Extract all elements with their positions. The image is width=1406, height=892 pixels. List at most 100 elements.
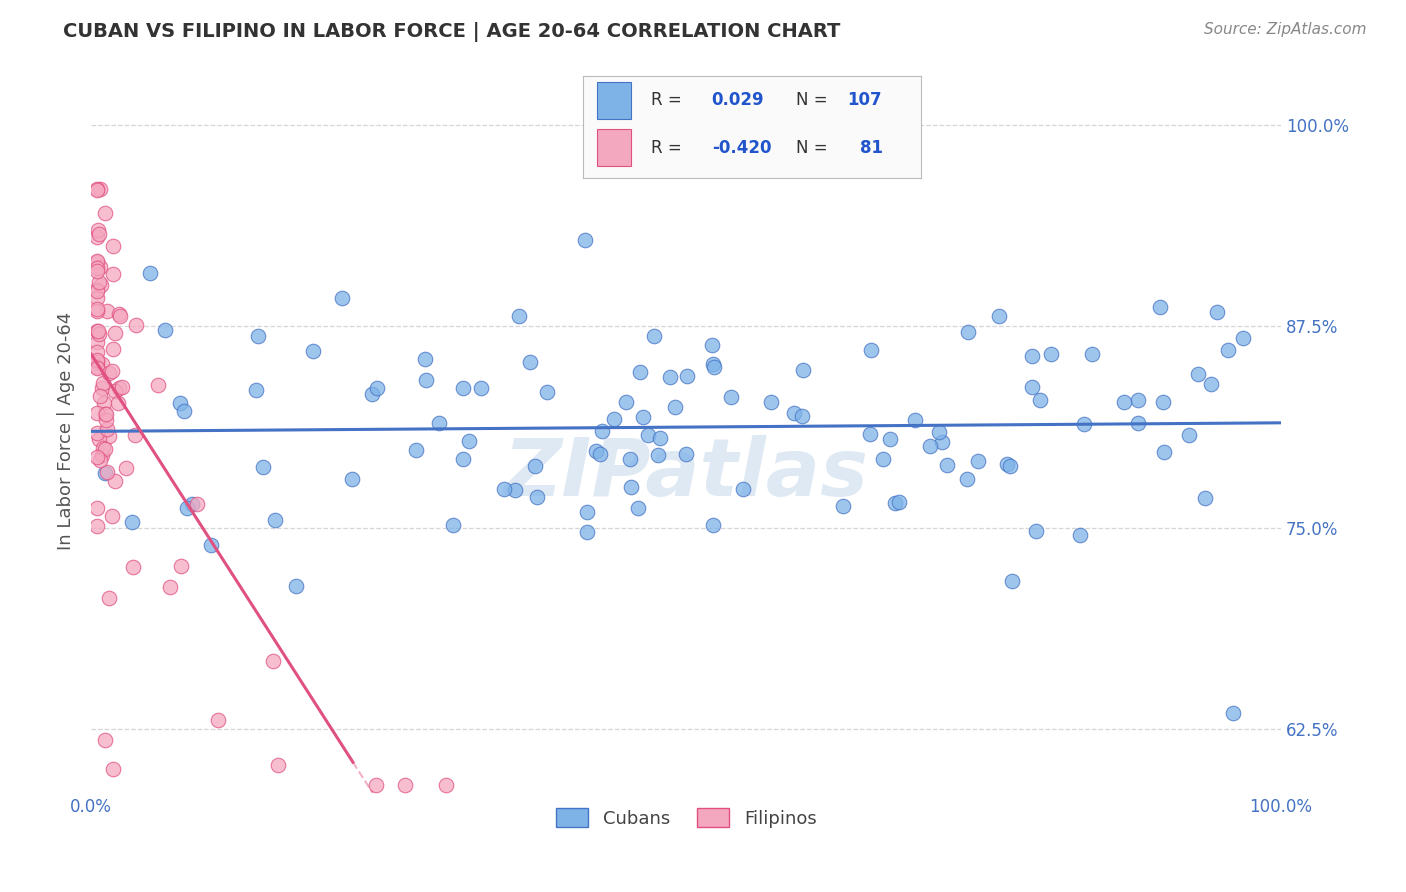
Point <box>86 500 108 515</box>
Point <box>86 406 108 420</box>
Point <box>957 326 980 340</box>
Point <box>94 407 117 421</box>
Point <box>173 403 195 417</box>
Point <box>247 329 270 343</box>
Point <box>104 475 127 489</box>
Text: 107: 107 <box>846 92 882 110</box>
Point <box>631 409 654 424</box>
Point <box>146 377 169 392</box>
Point <box>302 343 325 358</box>
Point <box>176 501 198 516</box>
Point <box>415 373 437 387</box>
Point <box>591 424 613 438</box>
Point <box>627 501 650 516</box>
Point <box>1039 347 1062 361</box>
Point <box>1194 491 1216 506</box>
Point <box>1126 393 1149 408</box>
Point <box>1029 393 1052 408</box>
Point <box>89 452 111 467</box>
Point <box>94 413 117 427</box>
Point <box>86 284 108 298</box>
Point <box>523 459 546 474</box>
Point <box>405 442 427 457</box>
Point <box>956 472 979 486</box>
Point <box>441 517 464 532</box>
Point <box>86 255 108 269</box>
Point <box>1025 524 1047 539</box>
Point <box>889 495 911 509</box>
Point <box>86 345 108 359</box>
Point <box>585 443 607 458</box>
Point <box>647 448 669 462</box>
Point <box>988 309 1011 323</box>
Point <box>619 452 641 467</box>
Point <box>96 422 118 436</box>
Y-axis label: In Labor Force | Age 20-64: In Labor Force | Age 20-64 <box>58 312 75 550</box>
Text: 0.029: 0.029 <box>711 92 765 110</box>
Point <box>720 390 742 404</box>
Point <box>139 266 162 280</box>
Point <box>536 384 558 399</box>
Point <box>792 363 814 377</box>
Point <box>427 417 450 431</box>
Point <box>664 400 686 414</box>
Point <box>86 450 108 465</box>
Text: CUBAN VS FILIPINO IN LABOR FORCE | AGE 20-64 CORRELATION CHART: CUBAN VS FILIPINO IN LABOR FORCE | AGE 2… <box>63 22 841 42</box>
Point <box>101 762 124 776</box>
Point <box>759 394 782 409</box>
Point <box>1001 574 1024 588</box>
Point <box>87 275 110 289</box>
Point <box>920 438 942 452</box>
Point <box>86 254 108 268</box>
Text: R =: R = <box>651 138 682 157</box>
Point <box>263 513 285 527</box>
Point <box>1021 349 1043 363</box>
Legend: Cubans, Filipinos: Cubans, Filipinos <box>548 801 824 835</box>
Point <box>169 558 191 573</box>
Point <box>93 376 115 390</box>
Point <box>860 343 883 357</box>
Point <box>614 395 637 409</box>
Point <box>100 508 122 523</box>
Point <box>87 432 110 446</box>
Point <box>658 370 681 384</box>
Point <box>928 425 950 440</box>
Point <box>93 407 115 421</box>
Point <box>87 327 110 342</box>
Point <box>93 442 115 457</box>
Point <box>91 358 114 372</box>
Point <box>111 380 134 394</box>
Point <box>86 324 108 338</box>
Point <box>94 733 117 747</box>
Point <box>101 238 124 252</box>
Point <box>526 490 548 504</box>
Point <box>89 227 111 241</box>
Point <box>643 329 665 343</box>
Point <box>458 434 481 449</box>
Point <box>702 357 724 371</box>
Point <box>86 183 108 197</box>
Point <box>104 326 127 340</box>
Point <box>879 433 901 447</box>
Point <box>340 472 363 486</box>
Point <box>1206 305 1229 319</box>
Text: N =: N = <box>796 92 828 110</box>
Point <box>1000 458 1022 473</box>
Point <box>97 366 120 380</box>
Point <box>101 364 124 378</box>
Point <box>1199 377 1222 392</box>
Point <box>995 458 1018 472</box>
Point <box>1153 445 1175 459</box>
Point <box>360 386 382 401</box>
Point <box>207 713 229 727</box>
Point <box>108 381 131 395</box>
Point <box>1128 416 1150 430</box>
Point <box>159 580 181 594</box>
Point <box>637 428 659 442</box>
Point <box>1149 300 1171 314</box>
Point <box>153 322 176 336</box>
Point <box>86 292 108 306</box>
Point <box>492 482 515 496</box>
Point <box>91 448 114 462</box>
Point <box>86 425 108 440</box>
